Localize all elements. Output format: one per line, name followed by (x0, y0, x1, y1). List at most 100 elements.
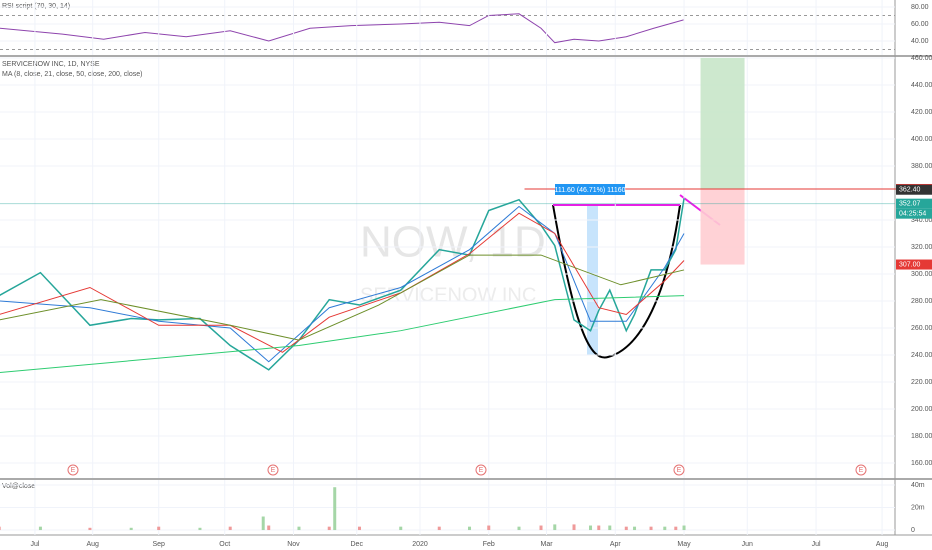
x-tick-label: Dec (351, 541, 364, 548)
y-tick-label: 40.00 (911, 38, 929, 45)
earnings-label: E (71, 467, 76, 474)
volume-bar (261, 516, 265, 531)
x-tick-label: Feb (483, 541, 495, 548)
x-tick-label: Jun (742, 541, 753, 548)
volume-bar (198, 527, 202, 531)
volume-bar (468, 526, 472, 531)
series-line (0, 205, 685, 363)
y-tick-label: 320.00 (911, 244, 932, 251)
earnings-label: E (859, 467, 864, 474)
price-tag-label: 362.40 (899, 187, 921, 194)
y-tick-label: 280.00 (911, 298, 932, 305)
y-tick-label: 340.00 (911, 217, 932, 224)
cup-curve (552, 204, 681, 359)
vol-title: Vol@close (2, 483, 35, 490)
volume-bar (327, 526, 331, 531)
earnings-marker (673, 464, 685, 476)
earnings-marker (475, 464, 487, 476)
measure-range (587, 205, 598, 355)
series-line (0, 198, 685, 371)
volume-bar (228, 526, 232, 531)
volume-bar (0, 526, 1, 531)
countdown: 04:25:54 (899, 211, 926, 218)
volume-bar (333, 487, 337, 531)
volume-bar (157, 526, 161, 531)
earnings-label: E (677, 467, 682, 474)
y-tick-label: 460.00 (911, 55, 932, 62)
y-tick-label: 400.00 (911, 136, 932, 143)
volume-bar (129, 527, 133, 531)
volume-bar (649, 526, 653, 531)
y-tick-label: 160.00 (911, 460, 932, 467)
volume-bar (38, 526, 42, 531)
x-tick-label: Jul (812, 541, 821, 548)
series-line (0, 254, 685, 341)
x-tick-label: May (677, 541, 691, 548)
x-tick-label: Aug (876, 541, 889, 548)
earnings-marker (267, 464, 279, 476)
price-tag (896, 259, 932, 270)
ma-legend: MA (8, close, 21, close, 50, close, 200,… (2, 71, 142, 78)
price-tag (896, 198, 932, 209)
y-tick-label: 80.00 (911, 4, 929, 11)
y-tick-label: 220.00 (911, 379, 932, 386)
x-tick-label: Sep (152, 541, 165, 548)
y-tick-label: 60.00 (911, 21, 929, 28)
price-tag-label: 352.07 (899, 201, 921, 208)
y-tick-label: 200.00 (911, 406, 932, 413)
measure-box (555, 184, 625, 195)
x-tick-label: Oct (219, 541, 230, 548)
y-tick-label: 180.00 (911, 433, 932, 440)
x-tick-label: Nov (287, 541, 300, 548)
volume-bar (539, 525, 543, 531)
volume-bar (517, 526, 521, 531)
price-tag-label: 307.00 (899, 261, 921, 268)
volume-bar (608, 525, 612, 531)
x-tick-label: Mar (540, 541, 553, 548)
measure-label: 111.60 (46.71%) 11160 (554, 187, 625, 194)
volume-bar (589, 525, 593, 531)
volume-bar (663, 526, 667, 531)
earnings-marker (67, 464, 79, 476)
target-zone (700, 57, 745, 189)
volume-bar (357, 526, 361, 531)
price-title: SERVICENOW INC, 1D, NYSE (2, 61, 100, 68)
y-tick-label: 380.00 (911, 163, 932, 170)
x-tick-label: Jul (30, 541, 39, 548)
volume-bar (297, 526, 301, 531)
y-tick-label: 420.00 (911, 109, 932, 116)
volume-bar (597, 525, 601, 531)
x-tick-label: Aug (86, 541, 99, 548)
price-tag (896, 184, 932, 195)
volume-bar (682, 525, 686, 531)
x-tick-label: Apr (610, 541, 622, 548)
y-tick-label: 300.00 (911, 271, 932, 278)
volume-bar (399, 526, 403, 531)
volume-bar (572, 524, 576, 531)
volume-bar (624, 526, 628, 531)
rsi-title: RSI script (70, 30, 14) (2, 3, 70, 10)
earnings-marker (855, 464, 867, 476)
volume-bar (633, 526, 637, 531)
y-tick-label: 440.00 (911, 82, 932, 89)
y-tick-label: 240.00 (911, 352, 932, 359)
volume-bar (487, 525, 491, 531)
volume-bar (437, 526, 441, 531)
y-tick-label: 40m (911, 482, 925, 489)
earnings-label: E (271, 467, 276, 474)
series-line (0, 295, 685, 373)
volume-bar (88, 527, 92, 531)
earnings-label: E (479, 467, 484, 474)
stop-zone (700, 188, 745, 265)
volume-bar (674, 526, 678, 531)
volume-bar (267, 525, 271, 531)
y-tick-label: 20m (911, 504, 925, 511)
y-tick-label: 260.00 (911, 325, 932, 332)
y-tick-label: 0 (911, 527, 915, 534)
x-tick-label: 2020 (412, 541, 428, 548)
series-line (0, 212, 685, 353)
countdown-tag (896, 208, 932, 219)
volume-bar (553, 524, 557, 531)
